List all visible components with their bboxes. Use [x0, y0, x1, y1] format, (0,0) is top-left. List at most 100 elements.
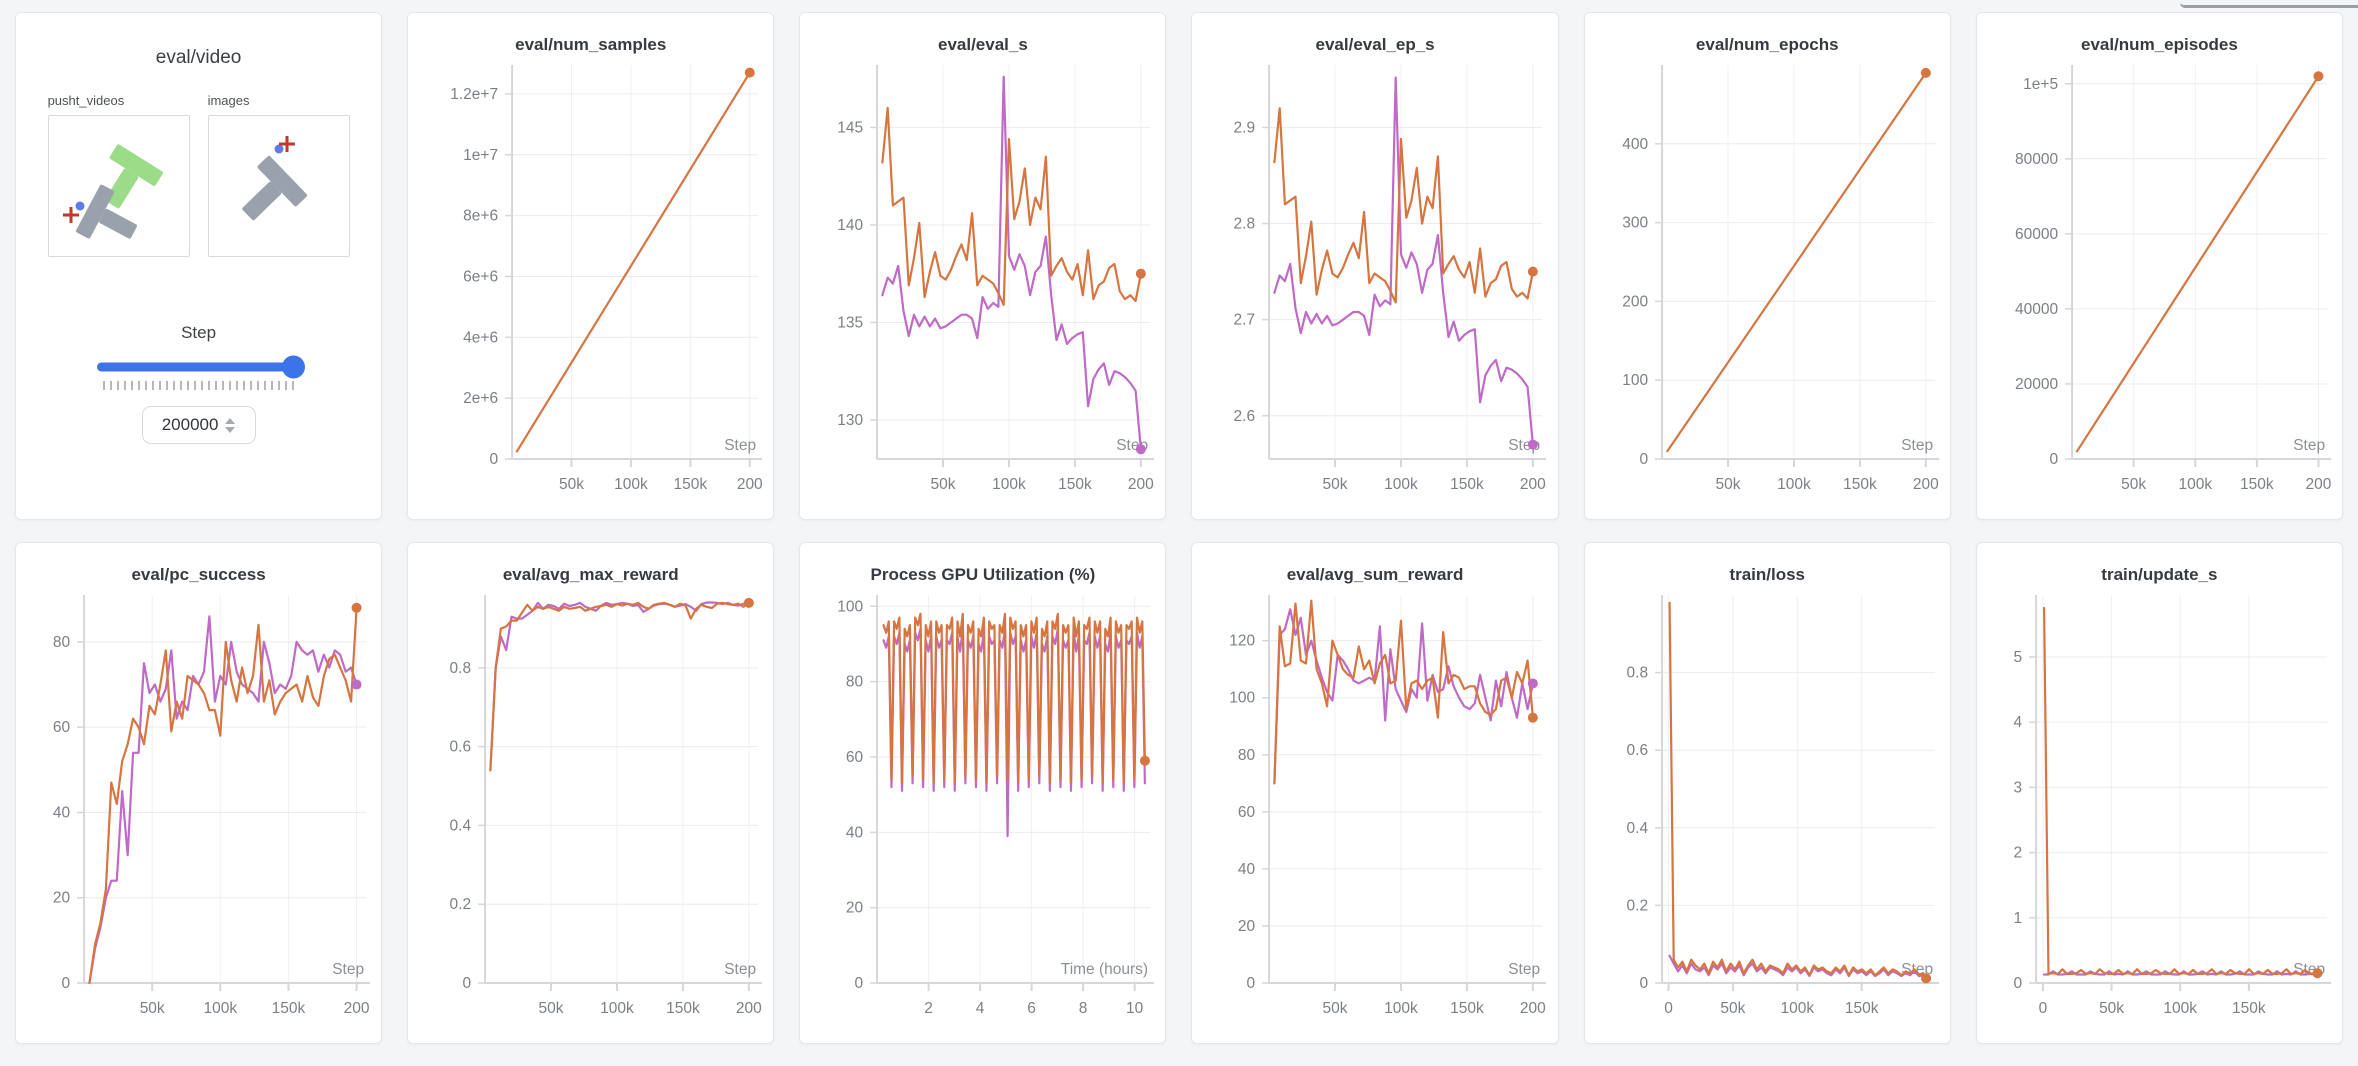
chart-eval-num-epochs[interactable]: 50k 100k 150k 200 0 100 200 300 400 Step: [1585, 55, 1950, 519]
svg-text:80000: 80000: [2015, 151, 2058, 168]
chart-eval-num-episodes[interactable]: 50k 100k 150k 200 0 20000 40000 60000 80000 1e+5 S…: [1977, 55, 2342, 519]
svg-text:0: 0: [1639, 975, 1648, 992]
svg-text:0: 0: [855, 975, 864, 992]
svg-text:0.2: 0.2: [1626, 897, 1648, 914]
panel-eval-avg-sum-reward[interactable]: eval/avg_sum_reward 50k 100k 150k 200 0 20 40 6…: [1191, 542, 1559, 1044]
svg-text:0.6: 0.6: [450, 739, 472, 756]
svg-text:100k: 100k: [203, 1000, 237, 1017]
svg-text:5: 5: [2013, 649, 2022, 666]
svg-text:150k: 150k: [674, 476, 708, 493]
svg-text:Step: Step: [1509, 961, 1541, 978]
svg-text:2: 2: [2013, 845, 2022, 862]
spinner-up-icon: [225, 417, 236, 424]
svg-text:150k: 150k: [2232, 1000, 2266, 1017]
step-slider-tickmarks: [102, 381, 295, 390]
step-spinner[interactable]: [225, 417, 236, 433]
svg-text:4: 4: [2013, 714, 2022, 731]
svg-text:50k: 50k: [559, 476, 584, 493]
svg-text:20: 20: [846, 900, 864, 917]
svg-text:50k: 50k: [539, 1000, 564, 1017]
step-slider-label: Step: [181, 323, 217, 342]
svg-text:100k: 100k: [1385, 1000, 1419, 1017]
panel-eval-num-samples[interactable]: eval/num_samples 50k 100k 150k 200 0 2e+6 4e+6…: [407, 12, 775, 520]
chart-title: eval/num_samples: [515, 35, 667, 54]
svg-text:40: 40: [846, 824, 864, 841]
media-thumbnails: pusht_videos: [47, 93, 350, 257]
svg-text:120: 120: [1230, 633, 1256, 650]
svg-text:50k: 50k: [1720, 1000, 1745, 1017]
chart-eval-pc-success[interactable]: 50k 100k 150k 200 0 20 40 60 80 Step: [16, 585, 381, 1043]
svg-text:2: 2: [925, 1000, 934, 1017]
svg-text:200: 200: [1520, 1000, 1546, 1017]
svg-text:20: 20: [53, 890, 71, 907]
svg-text:100k: 100k: [1780, 1000, 1814, 1017]
step-value[interactable]: 200000: [161, 415, 219, 434]
svg-text:Step: Step: [2293, 437, 2325, 454]
svg-text:300: 300: [1622, 215, 1648, 232]
chart-title: train/update_s: [2101, 565, 2218, 584]
svg-text:200: 200: [344, 1000, 370, 1017]
step-slider-track[interactable]: [96, 362, 301, 371]
panel-eval-eval-s[interactable]: eval/eval_s 50k 100k 150k 200 130 135 140 145 St…: [799, 12, 1167, 520]
pusht-video-preview[interactable]: [47, 115, 190, 257]
svg-text:40000: 40000: [2015, 301, 2058, 318]
svg-text:100k: 100k: [1777, 476, 1811, 493]
svg-text:150k: 150k: [1451, 476, 1485, 493]
svg-text:200: 200: [736, 1000, 762, 1017]
chart-eval-num-samples[interactable]: 50k 100k 150k 200 0 2e+6 4e+6 6e+6 8e+6 1e+7 1.2e+…: [408, 55, 773, 519]
svg-text:4: 4: [976, 1000, 985, 1017]
svg-text:6: 6: [1028, 1000, 1037, 1017]
panel-train-update-s[interactable]: train/update_s 0 50k 100k 150k 0 1 2 3 4 5 Step: [1975, 542, 2343, 1044]
step-slider[interactable]: [96, 355, 305, 378]
thumb-images: images: [207, 93, 350, 257]
panel-process-gpu-utilization[interactable]: Process GPU Utilization (%) 2 4 6 8 10 0 20 40 6…: [799, 542, 1167, 1044]
svg-text:135: 135: [838, 314, 864, 331]
panel-eval-eval-ep-s[interactable]: eval/eval_ep_s 50k 100k 150k 200 2.6 2.7 2.8 2.…: [1191, 12, 1559, 520]
spinner-down-icon: [225, 426, 236, 433]
svg-text:Step: Step: [724, 961, 756, 978]
panel-train-loss[interactable]: train/loss 0 50k 100k 150k 0 0.2 0.4 0.6 0.8 Step: [1583, 542, 1951, 1044]
svg-text:100: 100: [838, 598, 864, 615]
svg-text:3: 3: [2013, 779, 2022, 796]
svg-text:140: 140: [838, 217, 864, 234]
svg-text:150k: 150k: [1451, 1000, 1485, 1017]
chart-title: eval/eval_s: [938, 35, 1028, 54]
svg-text:1.2e+7: 1.2e+7: [450, 86, 498, 103]
svg-text:50k: 50k: [1715, 476, 1740, 493]
svg-text:200: 200: [737, 476, 763, 493]
image-preview[interactable]: [207, 115, 350, 257]
svg-text:1: 1: [2013, 910, 2022, 927]
panel-eval-num-episodes[interactable]: eval/num_episodes 50k 100k 150k 200 0 20000 40…: [1975, 12, 2343, 520]
panel-eval-num-epochs[interactable]: eval/num_epochs 50k 100k 150k 200 0 100 200 300…: [1583, 12, 1951, 520]
panel-eval-video: eval/video pusht_videos: [15, 12, 383, 520]
svg-text:100k: 100k: [2163, 1000, 2197, 1017]
step-value-input[interactable]: 200000: [141, 406, 256, 444]
svg-text:150k: 150k: [1845, 1000, 1879, 1017]
svg-text:0: 0: [463, 975, 472, 992]
panel-eval-avg-max-reward[interactable]: eval/avg_max_reward 50k 100k 150k 200 0 0.2 0.…: [407, 542, 775, 1044]
chart-eval-avg-sum-reward[interactable]: 50k 100k 150k 200 0 20 40 60 80 100 120 Step: [1192, 585, 1557, 1043]
svg-text:80: 80: [846, 674, 864, 691]
svg-text:8: 8: [1079, 1000, 1088, 1017]
svg-text:2.6: 2.6: [1234, 408, 1256, 425]
svg-text:100k: 100k: [992, 476, 1026, 493]
svg-text:0: 0: [1247, 975, 1256, 992]
thumb-label-images: images: [207, 93, 250, 108]
svg-text:200: 200: [1520, 476, 1546, 493]
svg-text:150k: 150k: [1843, 476, 1877, 493]
chart-title: eval/pc_success: [131, 565, 266, 584]
chart-eval-avg-max-reward[interactable]: 50k 100k 150k 200 0 0.2 0.4 0.6 0.8 Step: [408, 585, 773, 1043]
svg-text:150k: 150k: [1058, 476, 1092, 493]
svg-text:130: 130: [838, 412, 864, 429]
step-slider-handle[interactable]: [281, 355, 305, 378]
panel-eval-pc-success[interactable]: eval/pc_success 50k 100k 150k 200 0 20 40 60 80 S…: [15, 542, 383, 1044]
svg-text:200: 200: [1913, 476, 1939, 493]
svg-text:50k: 50k: [931, 476, 956, 493]
chart-title: eval/num_epochs: [1695, 35, 1839, 54]
